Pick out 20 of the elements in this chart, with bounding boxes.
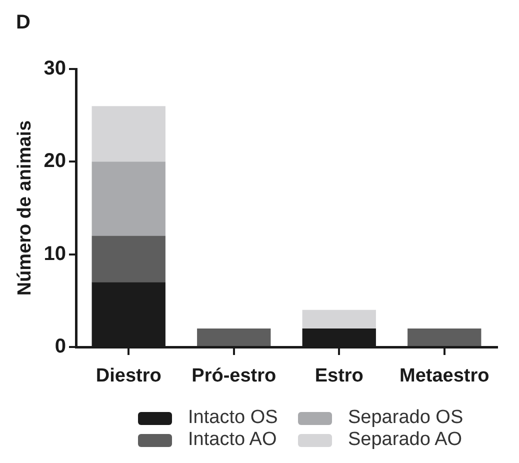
bar [408,328,482,346]
legend-label: Separado OS [348,407,464,429]
x-tick-label: Metaestro [400,366,490,387]
y-tick-label: 30 [44,58,66,80]
y-tick-label: 0 [54,336,66,358]
x-tick-label: Diestro [96,366,162,387]
y-tick-label: 20 [44,150,66,172]
x-tick-label: Estro [314,366,364,387]
y-tick-label: 10 [44,242,66,265]
chart-title: D [16,12,30,34]
bar [197,328,271,346]
bar [302,310,376,328]
y-axis-title: Número de animais [14,120,36,296]
legend-label: Intacto AO [188,429,277,451]
legend-label: Intacto OS [188,407,278,429]
bar [92,162,166,236]
bar [92,106,166,162]
legend-label: Separado AO [348,429,462,451]
x-tick-label: Pró-estro [192,366,276,387]
bar [92,236,166,282]
